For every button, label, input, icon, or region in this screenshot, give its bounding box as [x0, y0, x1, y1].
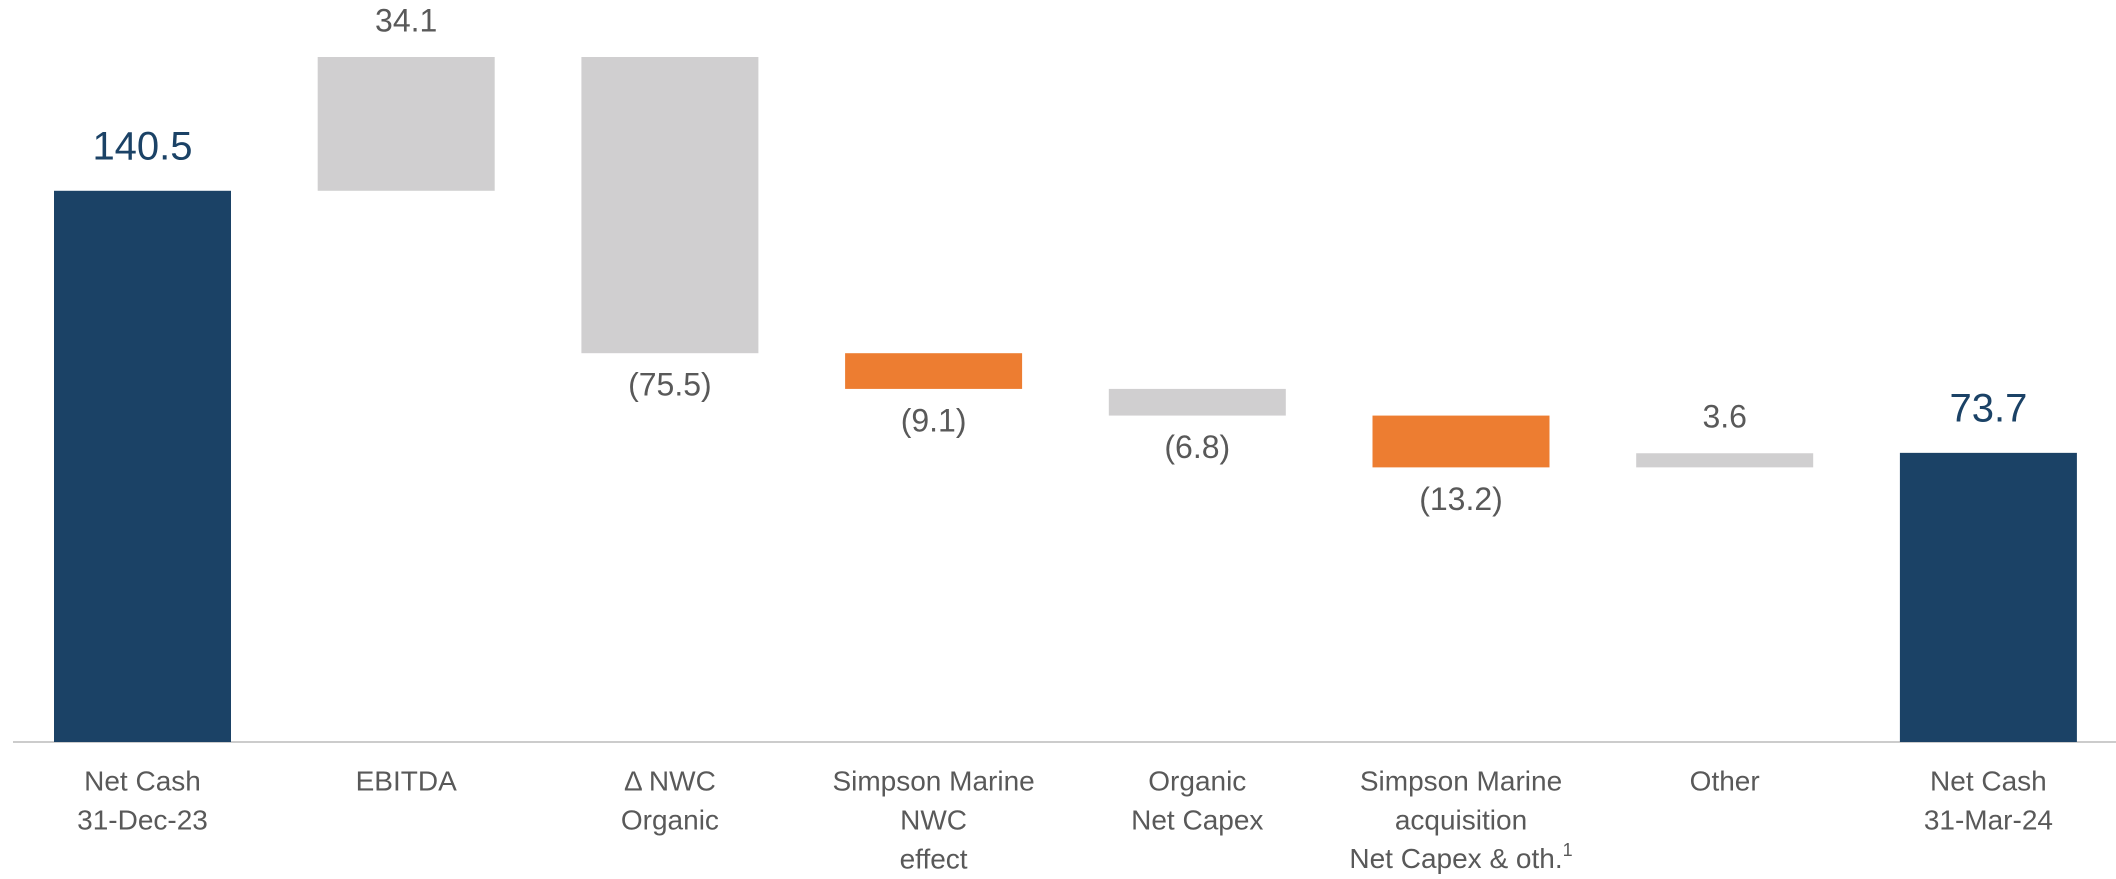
category-label: Δ NWC: [624, 765, 716, 796]
category-label: Net Capex & oth.1: [1349, 840, 1572, 875]
category-label: Simpson Marine: [832, 765, 1034, 796]
bar: [581, 57, 759, 354]
category-label: 31-Mar-24: [1924, 804, 2053, 835]
category-label: acquisition: [1395, 804, 1527, 835]
value-label: (75.5): [628, 367, 712, 403]
category-label: Other: [1690, 765, 1760, 796]
bar: [317, 57, 495, 191]
category-label: 31-Dec-23: [77, 804, 208, 835]
value-label: 34.1: [375, 2, 437, 38]
category-label: Net Capex: [1131, 804, 1263, 835]
value-label: (9.1): [901, 402, 967, 438]
category-label: Organic: [1148, 765, 1246, 796]
category-label: Net Cash: [1930, 765, 2047, 796]
bar: [54, 190, 231, 742]
bar: [1899, 452, 2077, 742]
category-label: effect: [900, 843, 968, 874]
total-label: 73.7: [1949, 386, 2027, 430]
total-label: 140.5: [92, 124, 192, 168]
bar: [1108, 388, 1286, 416]
bar: [1636, 453, 1814, 468]
category-text: Net Capex & oth.: [1349, 843, 1562, 874]
category-label: Net Cash: [84, 765, 201, 796]
bar: [1372, 415, 1550, 468]
category-label: Simpson Marine: [1360, 765, 1562, 796]
category-label: EBITDA: [356, 765, 457, 796]
value-label: (13.2): [1419, 481, 1503, 517]
category-label: NWC: [900, 804, 967, 835]
bar: [845, 353, 1023, 389]
footnote-mark: 1: [1563, 840, 1573, 860]
category-label: Organic: [621, 804, 719, 835]
value-label: 3.6: [1702, 399, 1746, 435]
value-label: (6.8): [1164, 429, 1230, 465]
